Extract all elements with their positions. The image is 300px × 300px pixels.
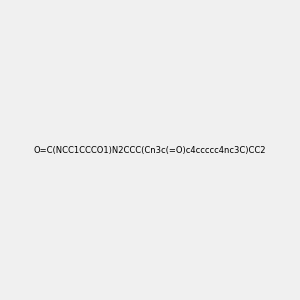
Text: O=C(NCC1CCCO1)N2CCC(Cn3c(=O)c4ccccc4nc3C)CC2: O=C(NCC1CCCO1)N2CCC(Cn3c(=O)c4ccccc4nc3C…	[34, 146, 266, 154]
